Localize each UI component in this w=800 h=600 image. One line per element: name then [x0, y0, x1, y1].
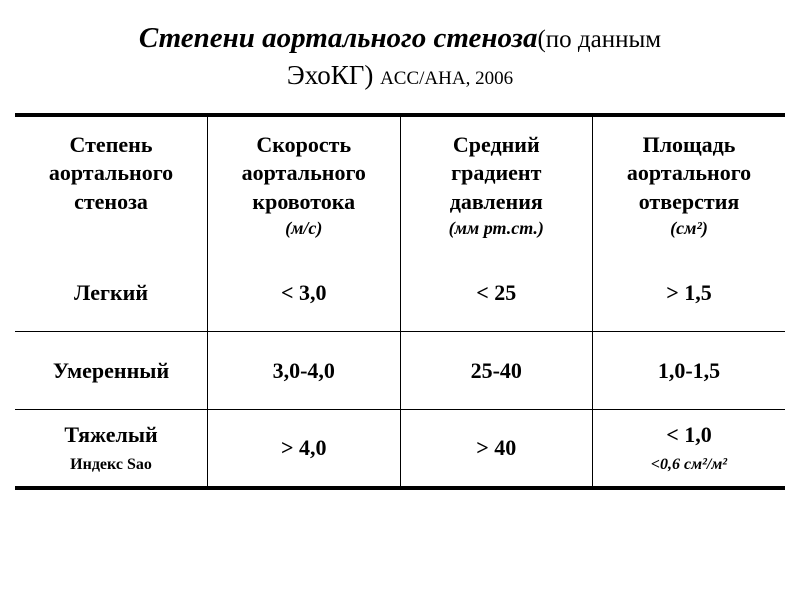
cell-area: < 1,0 <0,6 см²/м²: [593, 410, 786, 488]
title-sub3: ACC/AHA, 2006: [380, 68, 513, 89]
header-area: Площадь аортального отверстия (см²): [593, 115, 786, 254]
header-degree: Степень аортального стеноза: [15, 115, 208, 254]
header-unit: (см²): [601, 217, 777, 240]
header-velocity: Скорость аортального кровотока (м/с): [208, 115, 401, 254]
title-sub2: ЭхоКГ): [287, 60, 380, 90]
table-row: Тяжелый Индекс Sao > 4,0 > 40 < 1,0 <0,6…: [15, 410, 785, 488]
cell-gradient: > 40: [400, 410, 593, 488]
header-label: Площадь аортального отверстия: [627, 132, 751, 214]
header-unit: (м/с): [216, 217, 392, 240]
title-main: Степени аортального стеноза: [139, 22, 538, 54]
index-value: <0,6 см²/м²: [601, 456, 777, 474]
title-sub1: (по данным: [537, 26, 661, 53]
cell-gradient: < 25: [400, 254, 593, 332]
header-label: Средний градиент давления: [450, 132, 543, 214]
header-unit: (мм рт.ст.): [409, 217, 585, 240]
row-label: Тяжелый Индекс Sao: [15, 410, 208, 488]
header-gradient: Средний градиент давления (мм рт.ст.): [400, 115, 593, 254]
table-header-row: Степень аортального стеноза Скорость аор…: [15, 115, 785, 254]
cell-velocity: < 3,0: [208, 254, 401, 332]
table-row: Умеренный 3,0-4,0 25-40 1,0-1,5: [15, 332, 785, 410]
index-label: Индекс Sao: [23, 456, 199, 474]
header-label: Степень аортального стеноза: [49, 132, 173, 214]
row-label: Легкий: [15, 254, 208, 332]
cell-area: 1,0-1,5: [593, 332, 786, 410]
table-row: Легкий < 3,0 < 25 > 1,5: [15, 254, 785, 332]
stenosis-table: Степень аортального стеноза Скорость аор…: [15, 113, 785, 490]
cell-velocity: 3,0-4,0: [208, 332, 401, 410]
page-title: Степени аортального стеноза(по данным Эх…: [15, 20, 785, 93]
cell-velocity: > 4,0: [208, 410, 401, 488]
cell-gradient: 25-40: [400, 332, 593, 410]
row-label: Умеренный: [15, 332, 208, 410]
cell-area: > 1,5: [593, 254, 786, 332]
header-label: Скорость аортального кровотока: [242, 132, 366, 214]
